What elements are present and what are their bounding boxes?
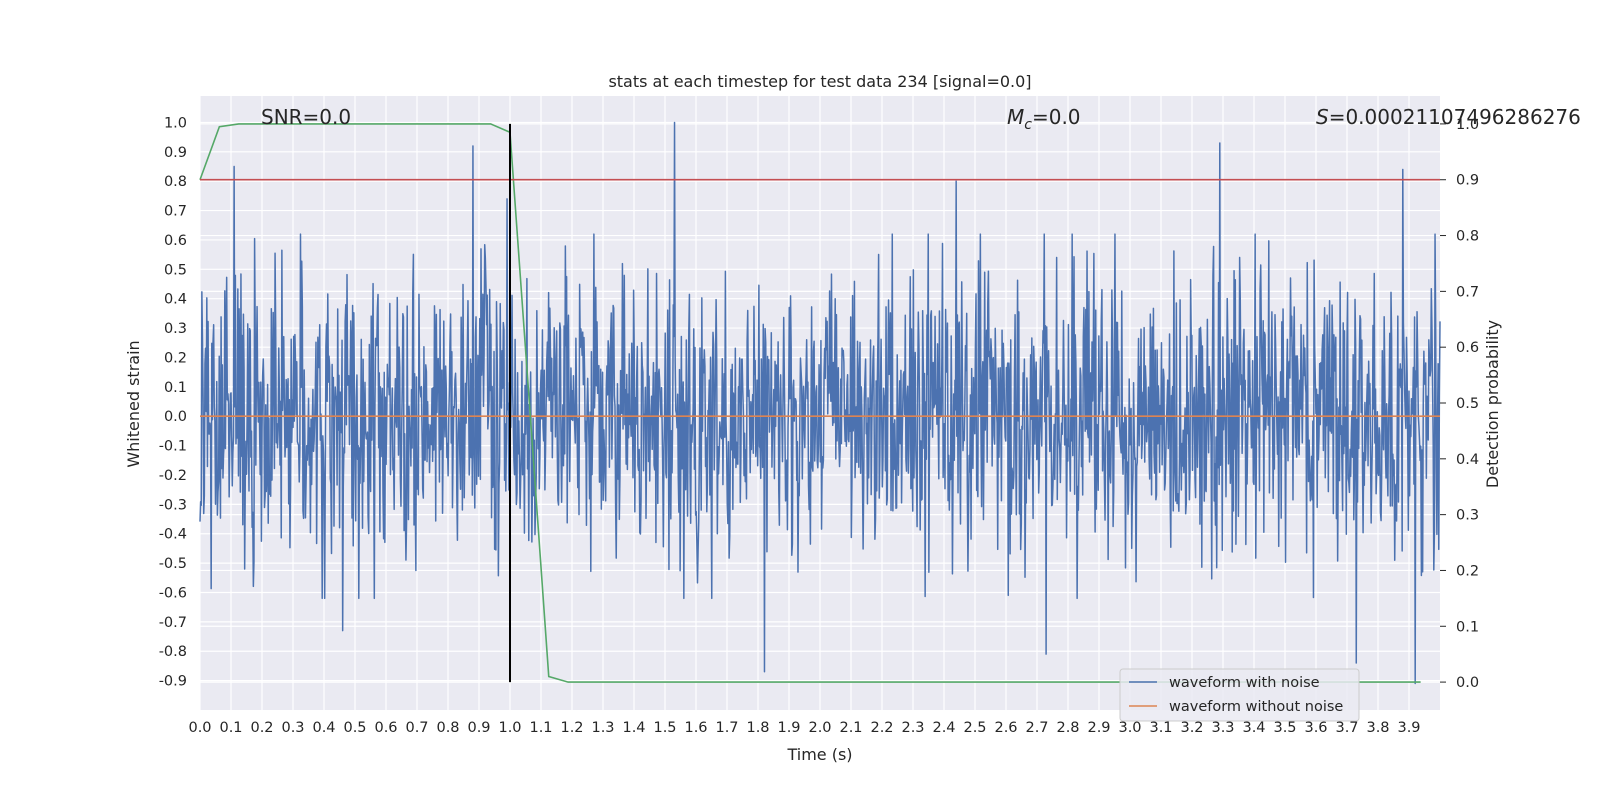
y2-tick-label: 0.8 <box>1456 229 1479 245</box>
y-tick-label: 0.3 <box>164 321 187 337</box>
y-axis-label: Whitened strain <box>124 340 143 467</box>
y2-tick-label: 0.3 <box>1456 508 1479 524</box>
x-tick-label: 2.9 <box>1087 720 1110 736</box>
x-tick-label: 0.8 <box>436 720 459 736</box>
x-tick-label: 2.5 <box>963 720 986 736</box>
y-tick-label: 0.6 <box>164 233 187 249</box>
x-tick-label: 1.7 <box>715 720 738 736</box>
y-tick-label: -0.7 <box>159 615 187 631</box>
x-tick-label: 2.8 <box>1056 720 1079 736</box>
legend-box <box>1119 668 1360 722</box>
x-tick-label: 0.4 <box>312 720 335 736</box>
y2-tick-label: 0.9 <box>1456 173 1479 189</box>
y2-tick-label: 0.1 <box>1456 619 1479 635</box>
y-tick-label: 0.7 <box>164 204 187 220</box>
x-tick-label: 0.0 <box>188 720 211 736</box>
tick-labels: 0.0 0.1 0.2 0.3 0.4 0.5 0.6 0.7 0.8 0.9 1.0 1.1 1.2 1… <box>159 115 1479 736</box>
y-tick-label: 0.2 <box>164 350 187 366</box>
x-tick-label: 0.2 <box>250 720 273 736</box>
series-detection-probability <box>199 123 1421 683</box>
y-tick-label: -0.1 <box>159 439 187 455</box>
mc-symbol: M <box>1007 105 1024 129</box>
series-waveform-with-noise <box>199 121 1441 685</box>
y2-tick-label: 0.6 <box>1456 340 1479 356</box>
y2-tick-label: 0.2 <box>1456 563 1479 579</box>
x-tick-label: 1.0 <box>498 720 521 736</box>
y-tick-label: 0.4 <box>164 292 187 308</box>
x-tick-label: 1.9 <box>777 720 800 736</box>
x-tick-label: 1.4 <box>622 720 645 736</box>
x-tick-label: 2.7 <box>1025 720 1048 736</box>
s-annotation: S=0.00021107496286276 <box>1316 105 1581 129</box>
mc-value: =0.0 <box>1032 105 1081 129</box>
x-tick-label: 2.1 <box>839 720 862 736</box>
y-tick-label: 0.9 <box>164 145 187 161</box>
x-tick-label: 3.0 <box>1118 720 1141 736</box>
x-tick-label: 3.2 <box>1180 720 1203 736</box>
legend: waveform with noise waveform without noi… <box>1119 668 1360 722</box>
y-tick-label: -0.5 <box>159 556 187 572</box>
x-tick-label: 2.0 <box>808 720 831 736</box>
x-tick-label: 0.7 <box>405 720 428 736</box>
x-tick-label: 2.2 <box>870 720 893 736</box>
x-tick-label: 3.9 <box>1397 720 1420 736</box>
x-tick-label: 1.1 <box>529 720 552 736</box>
y2-axis-label: Detection probability <box>1483 320 1502 488</box>
snr-annotation: SNR=0.0 <box>261 105 351 129</box>
x-tick-label: 3.8 <box>1366 720 1389 736</box>
x-tick-label: 2.6 <box>994 720 1017 736</box>
x-tick-label: 0.5 <box>343 720 366 736</box>
x-tick-label: 3.4 <box>1242 720 1265 736</box>
x-tick-label: 2.4 <box>932 720 955 736</box>
y-tick-label: -0.3 <box>159 497 187 513</box>
x-tick-label: 3.6 <box>1304 720 1327 736</box>
x-tick-label: 3.5 <box>1273 720 1296 736</box>
y2-tick-label: 0.5 <box>1456 396 1479 412</box>
x-tick-label: 0.6 <box>374 720 397 736</box>
x-tick-label: 0.9 <box>467 720 490 736</box>
y-tick-label: -0.2 <box>159 468 187 484</box>
legend-label-without-noise: waveform without noise <box>1169 699 1343 715</box>
chart-title: stats at each timestep for test data 234… <box>608 72 1031 91</box>
y2-tick-label: 1.0 <box>1456 117 1479 133</box>
y-tick-label: -0.4 <box>159 527 187 543</box>
s-value: =0.00021107496286276 <box>1329 105 1581 129</box>
y-tick-label: 0.1 <box>164 380 187 396</box>
y-tick-label: 0.5 <box>164 262 187 278</box>
x-axis-label: Time (s) <box>786 745 852 764</box>
x-tick-label: 1.8 <box>746 720 769 736</box>
y2-tick-label: 0.0 <box>1456 675 1479 691</box>
y-tick-label: 1.0 <box>164 115 187 131</box>
y-tick-label: -0.6 <box>159 585 187 601</box>
x-tick-label: 3.3 <box>1211 720 1234 736</box>
y-tick-label: 0.0 <box>164 409 187 425</box>
x-tick-label: 1.5 <box>653 720 676 736</box>
chirp-mass-annotation: Mc=0.0 <box>1007 105 1081 133</box>
x-tick-label: 0.3 <box>281 720 304 736</box>
series-layer <box>199 121 1441 685</box>
x-tick-label: 3.1 <box>1149 720 1172 736</box>
x-tick-label: 1.6 <box>684 720 707 736</box>
y-tick-label: -0.8 <box>159 644 187 660</box>
x-tick-label: 0.1 <box>219 720 242 736</box>
x-tick-label: 3.7 <box>1335 720 1358 736</box>
legend-label-with-noise: waveform with noise <box>1169 675 1320 691</box>
y-tick-label: 0.8 <box>164 174 187 190</box>
x-tick-label: 1.2 <box>560 720 583 736</box>
s-symbol: S <box>1316 105 1329 129</box>
y2-tick-label: 0.4 <box>1456 452 1479 468</box>
y2-tick-label: 0.7 <box>1456 284 1479 300</box>
x-tick-label: 2.3 <box>901 720 924 736</box>
x-tick-label: 1.3 <box>591 720 614 736</box>
mc-subscript: c <box>1024 117 1032 133</box>
y-tick-label: -0.9 <box>159 674 187 690</box>
